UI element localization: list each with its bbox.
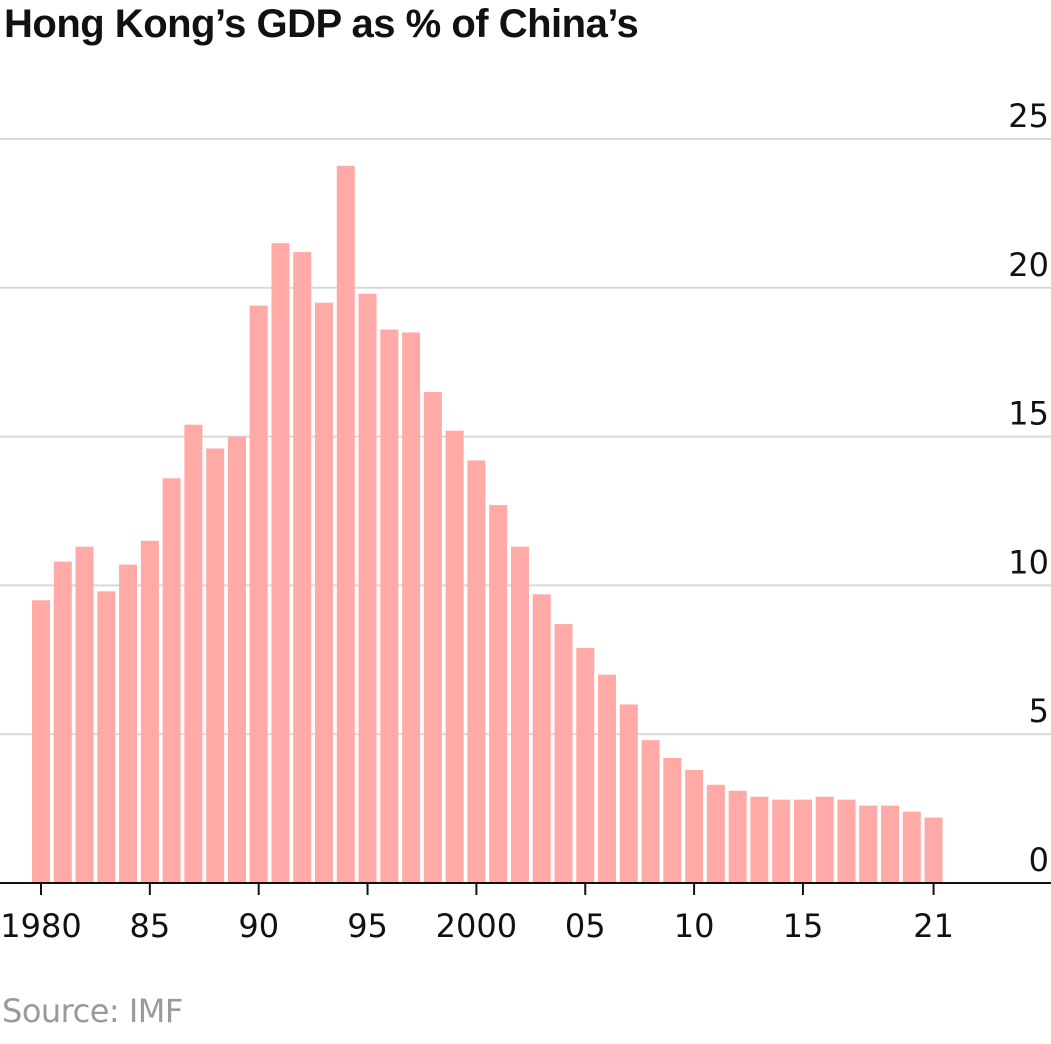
bar-1980 bbox=[32, 600, 50, 883]
x-tick-label: 15 bbox=[783, 907, 824, 945]
bar-2020 bbox=[902, 811, 921, 883]
x-tick-labels: 1980 85 90 95 2000 05 10 15 21 bbox=[0, 907, 954, 945]
x-tick-label: 1980 bbox=[0, 907, 81, 945]
bar-1993 bbox=[315, 302, 334, 883]
x-tick-label: 85 bbox=[129, 907, 170, 945]
x-tick-label: 90 bbox=[238, 907, 279, 945]
bar-2018 bbox=[859, 805, 878, 883]
bar-1999 bbox=[445, 430, 464, 883]
bar-2019 bbox=[881, 805, 900, 883]
bar-1991 bbox=[271, 243, 290, 883]
bar-2013 bbox=[750, 796, 769, 883]
bar-1995 bbox=[358, 293, 377, 883]
y-tick-labels: 0 5 10 15 20 25 bbox=[1008, 97, 1049, 879]
bar-2017 bbox=[837, 799, 856, 883]
bar-1986 bbox=[162, 478, 181, 883]
bar-2006 bbox=[598, 674, 617, 883]
x-tick-label: 2000 bbox=[436, 907, 517, 945]
chart-title: Hong Kong’s GDP as % of China’s bbox=[4, 2, 639, 46]
bars bbox=[32, 165, 943, 883]
bar-2007 bbox=[619, 704, 638, 883]
y-tick-label: 5 bbox=[1029, 692, 1049, 730]
bar-2021 bbox=[924, 817, 943, 883]
bar-2003 bbox=[532, 594, 551, 883]
bar-2011 bbox=[706, 784, 725, 883]
bar-2000 bbox=[467, 460, 486, 883]
y-tick-label: 0 bbox=[1029, 841, 1049, 879]
x-axis bbox=[0, 882, 1051, 895]
y-tick-label: 20 bbox=[1008, 246, 1049, 284]
bar-2014 bbox=[772, 799, 791, 883]
bar-1998 bbox=[423, 391, 442, 883]
bar-2016 bbox=[815, 796, 834, 883]
x-tick-label: 10 bbox=[674, 907, 715, 945]
bar-2005 bbox=[576, 647, 595, 883]
bar-1985 bbox=[140, 540, 159, 883]
bar-1996 bbox=[380, 329, 399, 883]
bar-2012 bbox=[728, 790, 747, 883]
bar-2008 bbox=[641, 740, 660, 883]
bar-1983 bbox=[97, 591, 116, 883]
bar-2015 bbox=[793, 799, 812, 883]
bar-2001 bbox=[489, 505, 508, 883]
bar-1997 bbox=[402, 332, 421, 883]
bar-2009 bbox=[663, 758, 682, 883]
y-tick-label: 25 bbox=[1008, 97, 1049, 135]
bar-1992 bbox=[293, 252, 312, 883]
bar-1990 bbox=[249, 305, 268, 883]
bar-1984 bbox=[119, 564, 138, 883]
bar-1988 bbox=[206, 448, 225, 883]
x-tick-label: 95 bbox=[347, 907, 388, 945]
y-tick-label: 15 bbox=[1008, 395, 1049, 433]
x-tick-label: 21 bbox=[913, 907, 954, 945]
bar-2010 bbox=[685, 769, 704, 883]
bar-2004 bbox=[554, 624, 573, 883]
bar-1994 bbox=[336, 165, 355, 883]
bar-1989 bbox=[227, 436, 246, 883]
bar-1982 bbox=[75, 546, 94, 883]
bar-1981 bbox=[53, 561, 72, 883]
source-note: Source: IMF bbox=[2, 992, 183, 1030]
x-tick-label: 05 bbox=[565, 907, 606, 945]
bar-2002 bbox=[510, 546, 529, 883]
bar-1987 bbox=[184, 424, 203, 883]
y-tick-label: 10 bbox=[1008, 543, 1049, 581]
